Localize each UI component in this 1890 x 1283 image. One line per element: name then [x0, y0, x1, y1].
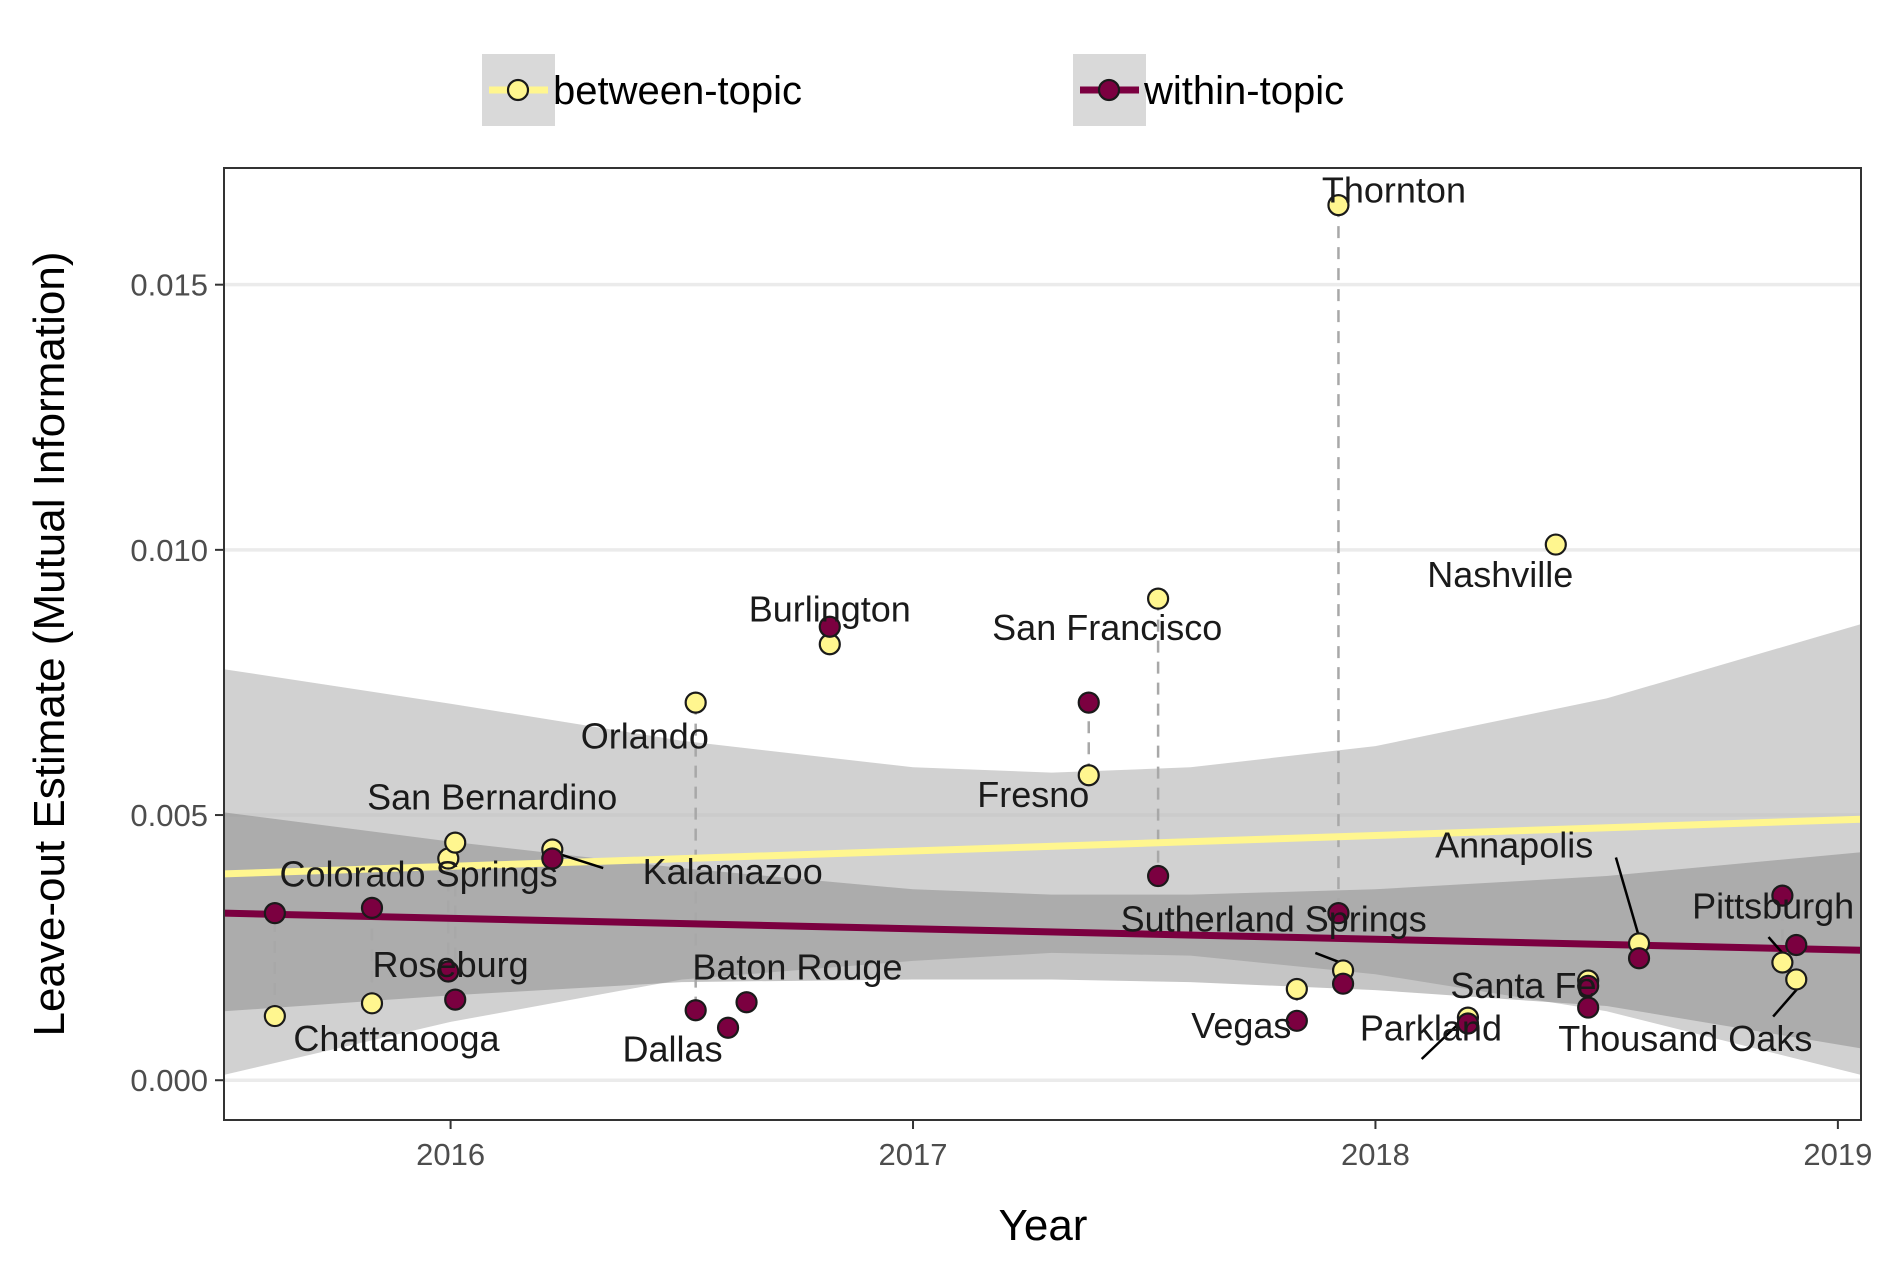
plot-panel: Chattanooga Colorado Springs Roseburg San B… — [223, 167, 1862, 1121]
legend-label-between: between-topic — [553, 69, 802, 113]
point-within-12 — [1327, 902, 1350, 925]
point-within-20 — [1785, 933, 1808, 957]
legend-key-between-point — [506, 78, 530, 102]
point-within-8 — [818, 615, 841, 638]
city-label: Vegas — [1191, 1005, 1291, 1046]
trend-line-within — [224, 909, 1861, 954]
point-within-2 — [437, 960, 460, 983]
point-within-11 — [1285, 1009, 1308, 1032]
point-between-3 — [444, 831, 467, 854]
leader-line-2 — [1420, 1018, 1465, 1060]
city-label: Fresno — [977, 774, 1089, 815]
point-between-1 — [360, 992, 384, 1015]
leader-line-0 — [561, 853, 604, 870]
point-within-3 — [444, 988, 467, 1011]
legend-key-within-point — [1097, 78, 1121, 102]
city-label: Baton Rouge — [692, 946, 902, 987]
data-points — [263, 194, 1808, 1039]
point-between-0 — [263, 1004, 286, 1028]
point-between-20 — [1785, 968, 1808, 991]
point-within-5 — [684, 999, 707, 1022]
point-between-10 — [1147, 587, 1170, 610]
y-tick-label: 0.005 — [130, 798, 208, 833]
point-between-16 — [1544, 533, 1567, 556]
city-label: Chattanooga — [293, 1018, 500, 1059]
point-within-18 — [1627, 947, 1651, 970]
city-label: Burlington — [749, 588, 911, 629]
city-label: Roseburg — [373, 944, 529, 985]
y-axis-title: Leave-out Estimate (Mutual Information) — [25, 251, 74, 1036]
point-within-1 — [360, 896, 384, 919]
point-within-13 — [1331, 972, 1355, 995]
point-within-7 — [735, 991, 758, 1014]
point-between-19 — [1771, 951, 1794, 974]
point-within-15 — [1577, 974, 1600, 997]
point-within-10 — [1147, 864, 1170, 888]
city-label: Thornton — [1322, 169, 1466, 210]
point-within-19 — [1771, 884, 1794, 907]
city-label: Thousand Oaks — [1558, 1018, 1812, 1059]
point-within-17 — [1577, 996, 1600, 1019]
point-between-11 — [1285, 977, 1308, 1001]
y-tick-label: 0.015 — [130, 268, 208, 303]
point-between-9 — [1077, 764, 1100, 787]
legend: between-topic within-topic — [482, 54, 1344, 126]
point-within-0 — [263, 902, 286, 925]
city-label: Sutherland Springs — [1121, 899, 1427, 940]
city-label: Dallas — [623, 1029, 723, 1070]
city-label: San Bernardino — [367, 777, 617, 818]
city-label: Orlando — [581, 716, 709, 757]
city-label: San Francisco — [992, 607, 1222, 648]
point-within-4 — [541, 847, 564, 870]
leader-line-3 — [1614, 857, 1641, 938]
city-label: Santa Fe — [1450, 965, 1596, 1006]
x-tick-label: 2017 — [879, 1137, 948, 1172]
city-label: Parkland — [1360, 1007, 1502, 1048]
city-label: Nashville — [1427, 554, 1573, 595]
y-tick-label: 0.000 — [130, 1063, 208, 1098]
point-within-9 — [1077, 691, 1100, 714]
city-label: Annapolis — [1435, 824, 1593, 865]
panel-border — [223, 167, 1862, 1121]
x-tick-label: 2019 — [1803, 1137, 1872, 1172]
point-between-12 — [1327, 194, 1350, 217]
trend-line-between — [224, 815, 1861, 878]
x-tick-label: 2018 — [1341, 1137, 1410, 1172]
point-within-6 — [716, 1016, 740, 1039]
x-tick-label: 2016 — [416, 1137, 485, 1172]
city-label: Pittsburgh — [1692, 885, 1854, 926]
y-axis: 0.000 0.005 0.010 0.015 — [130, 268, 224, 1098]
point-between-5 — [684, 691, 707, 714]
city-label: Kalamazoo — [643, 851, 823, 892]
city-label: Colorado Springs — [279, 854, 557, 895]
legend-label-within: within-topic — [1143, 69, 1344, 113]
city-labels: Chattanooga Colorado Springs Roseburg San B… — [279, 169, 1854, 1069]
point-within-14 — [1456, 1012, 1480, 1035]
y-tick-label: 0.010 — [130, 533, 208, 568]
x-axis-title: Year — [999, 1201, 1088, 1250]
x-axis: 2016 2017 2018 2019 — [416, 1120, 1872, 1172]
